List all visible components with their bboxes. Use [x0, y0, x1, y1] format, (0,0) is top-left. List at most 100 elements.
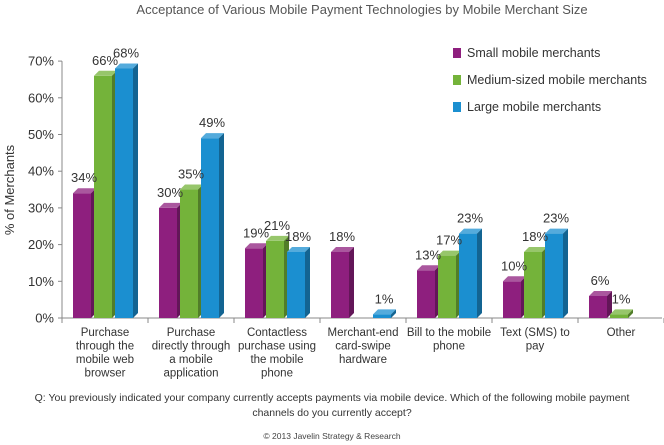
- bar: [94, 70, 117, 318]
- bar: [266, 235, 289, 318]
- bar: [417, 265, 440, 318]
- data-label: 68%: [113, 45, 139, 60]
- bar: [115, 63, 138, 318]
- x-category-label: Bill to the mobile phone: [407, 327, 491, 353]
- bar: [180, 184, 203, 318]
- x-category-label: Purchase directly through a mobile applicat…: [152, 327, 231, 380]
- legend-swatch: [453, 75, 461, 85]
- x-tick-labels: Purchase through the mobile web browser Purc…: [76, 327, 636, 380]
- bar-top: [610, 309, 633, 315]
- data-label: 34%: [71, 170, 97, 185]
- bar: [287, 246, 310, 318]
- bar-top: [287, 246, 310, 252]
- bar: [331, 246, 354, 318]
- bar-front: [287, 251, 305, 318]
- bar-front: [331, 251, 349, 318]
- bar: [589, 290, 612, 318]
- bar-side: [607, 290, 612, 318]
- data-label: 10%: [501, 258, 527, 273]
- bar: [524, 246, 547, 318]
- data-label: 21%: [264, 218, 290, 233]
- bar-chart: Acceptance of Various Mobile Payment Tec…: [2, 2, 664, 380]
- y-tick-label: 20%: [28, 237, 54, 252]
- bar-front: [373, 314, 391, 318]
- data-label: 19%: [243, 225, 269, 240]
- bar-top: [73, 188, 96, 194]
- legend-label: Large mobile merchants: [467, 100, 601, 114]
- data-label: 23%: [457, 211, 483, 226]
- bar-top: [266, 235, 289, 241]
- data-label: 1%: [375, 291, 394, 306]
- y-tick-label: 60%: [28, 90, 54, 105]
- x-category-label: Merchant-end card-swipe hardware: [328, 327, 399, 366]
- y-tick-label: 10%: [28, 274, 54, 289]
- data-labels: 34%66%68%30%35%49%19%21%18% 18%1%13%17%23…: [71, 45, 631, 306]
- data-label: 13%: [415, 247, 441, 262]
- bar-top: [459, 228, 482, 234]
- bar-top: [94, 70, 117, 76]
- bar-side: [133, 63, 138, 318]
- bar-front: [73, 193, 91, 318]
- data-label: 49%: [199, 115, 225, 130]
- data-label: 1%: [612, 291, 631, 306]
- bar-front: [201, 138, 219, 318]
- bar-top: [245, 243, 268, 249]
- bar-top: [545, 228, 568, 234]
- bar: [610, 309, 633, 318]
- data-label: 17%: [436, 233, 462, 248]
- x-category-label: Text (SMS) to pay: [500, 327, 570, 353]
- bar-top: [524, 246, 547, 252]
- legend-swatch: [453, 102, 461, 112]
- data-label: 35%: [178, 167, 204, 182]
- bar-front: [94, 75, 112, 318]
- bar-front: [115, 68, 133, 318]
- x-category-label: Purchase through the mobile web browser: [76, 327, 134, 380]
- y-tick-label: 30%: [28, 200, 54, 215]
- bar-top: [438, 250, 461, 256]
- legend-label: Small mobile merchants: [467, 46, 600, 60]
- bar: [545, 228, 568, 318]
- bar: [201, 133, 224, 318]
- bar: [245, 243, 268, 318]
- bar: [438, 250, 461, 318]
- bar-front: [524, 251, 542, 318]
- data-label: 66%: [92, 53, 118, 68]
- data-label: 23%: [543, 211, 569, 226]
- bar-front: [503, 281, 521, 318]
- legend: Small mobile merchants Medium-sized mobil…: [453, 46, 647, 114]
- bar: [159, 202, 182, 318]
- copyright-text: © 2013 Javelin Strategy & Research: [263, 431, 401, 441]
- bar-side: [305, 246, 310, 318]
- bar-front: [610, 314, 628, 318]
- bar-top: [373, 309, 396, 315]
- y-tick-label: 70%: [28, 54, 54, 69]
- bar-top: [503, 276, 526, 282]
- bar-top: [331, 246, 354, 252]
- bar: [503, 276, 526, 318]
- bar-top: [115, 63, 138, 69]
- bar-side: [628, 309, 633, 318]
- bar-side: [219, 133, 224, 318]
- bar: [459, 228, 482, 318]
- data-label: 18%: [285, 229, 311, 244]
- y-axis-label: % of Merchants: [2, 144, 17, 235]
- data-label: 6%: [591, 273, 610, 288]
- bar-top: [180, 184, 203, 190]
- bar-series-group: [73, 63, 633, 318]
- y-tick-label: 40%: [28, 164, 54, 179]
- chart-title: Acceptance of Various Mobile Payment Tec…: [136, 2, 587, 17]
- x-category-label: Other: [607, 327, 636, 339]
- bar-side: [563, 228, 568, 318]
- bar-side: [391, 309, 396, 318]
- bar-top: [417, 265, 440, 271]
- x-category-label: Contactless purchase using the mobile phone: [238, 327, 316, 380]
- survey-question-text: Q: You previously indicated your company…: [34, 392, 630, 419]
- legend-label: Medium-sized mobile merchants: [467, 73, 647, 87]
- bar-front: [438, 255, 456, 318]
- bar-front: [159, 207, 177, 318]
- bar: [373, 309, 396, 318]
- y-tick-label: 0%: [35, 311, 54, 326]
- bar-front: [180, 189, 198, 318]
- data-label: 30%: [157, 185, 183, 200]
- bar-front: [589, 295, 607, 318]
